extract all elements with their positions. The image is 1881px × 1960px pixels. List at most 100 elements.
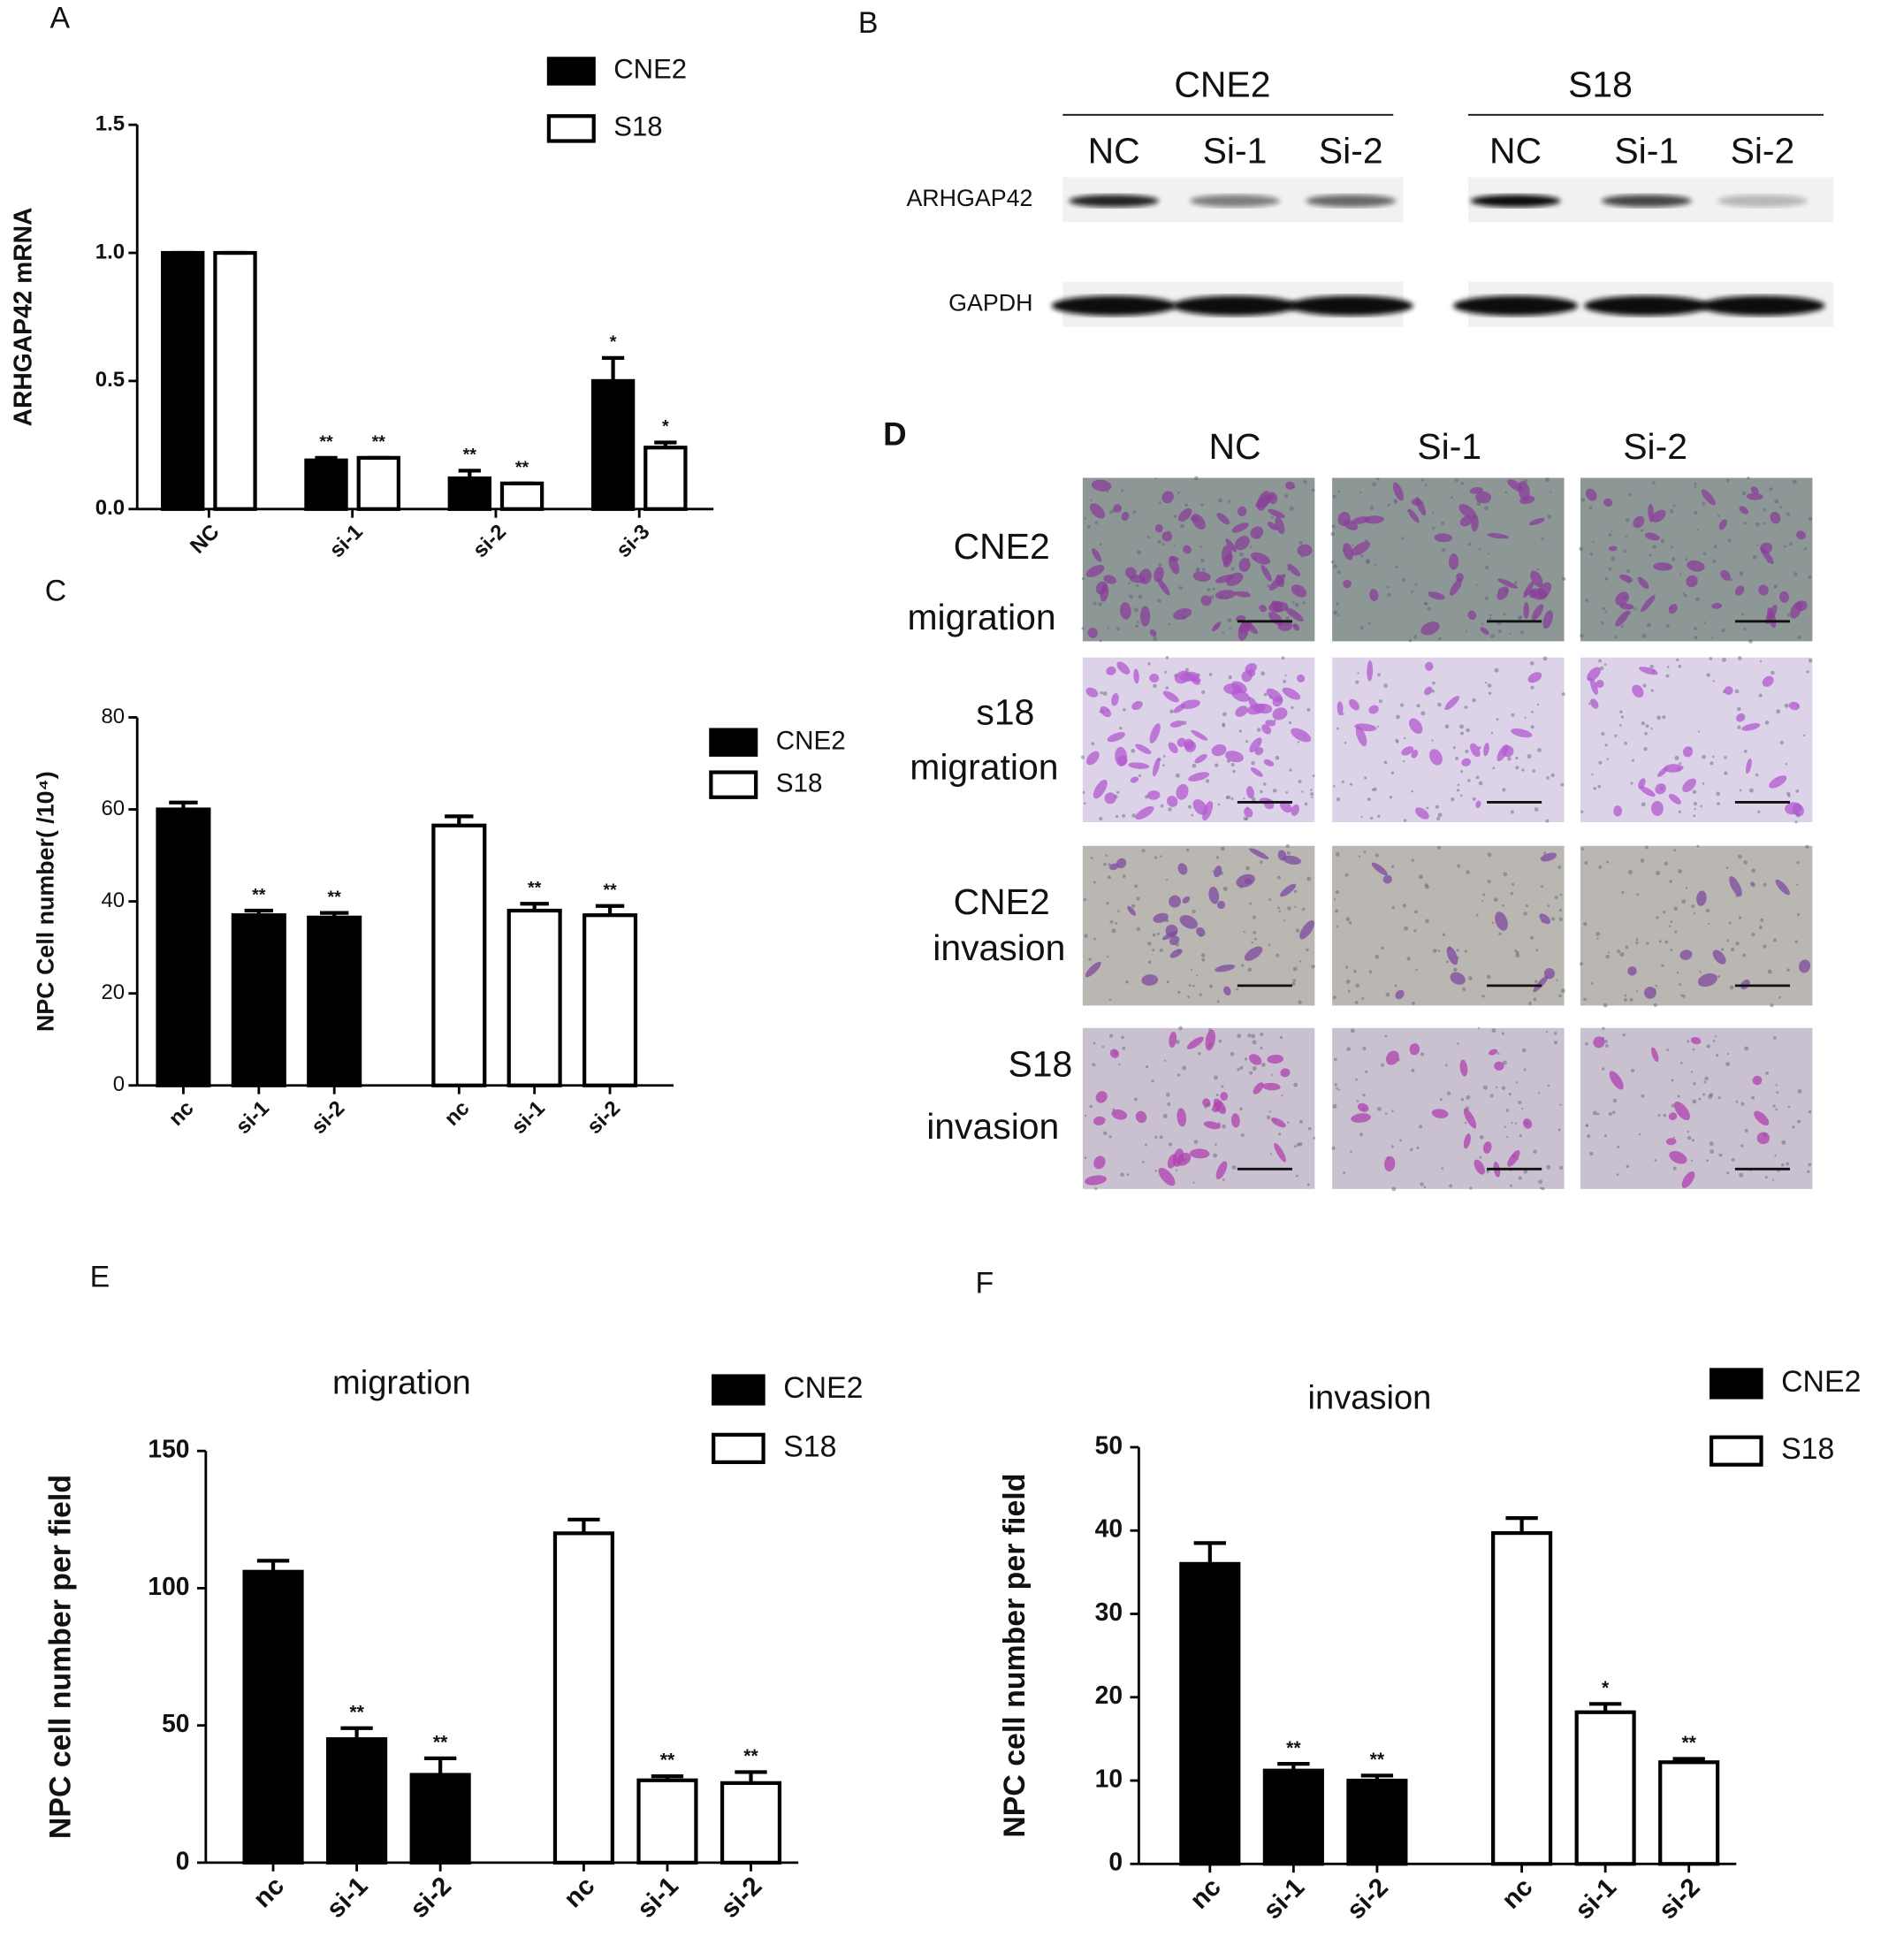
pore-dot (1368, 970, 1373, 974)
pore-dot (1787, 1105, 1791, 1109)
cell (1785, 802, 1802, 815)
pore-dot (1080, 755, 1085, 759)
cell (1653, 562, 1673, 571)
pore-dot (1755, 544, 1759, 546)
y-tick-label: 150 (148, 1435, 189, 1463)
pore-dot (1771, 1178, 1775, 1181)
pore-dot (1085, 1114, 1087, 1117)
pore-dot (1260, 1033, 1264, 1037)
blot-band (1584, 295, 1710, 316)
pore-dot (1560, 988, 1565, 994)
pore-dot (1187, 805, 1192, 809)
cell (1244, 807, 1253, 818)
pore-dot (1099, 817, 1103, 821)
cell (1444, 696, 1459, 711)
pore-dot (1710, 1149, 1715, 1154)
pore-dot (1509, 632, 1512, 636)
pore-dot (1538, 1179, 1543, 1185)
pore-dot (1579, 546, 1584, 552)
pore-dot (1676, 658, 1679, 662)
cell (1336, 701, 1344, 716)
pore-dot (1331, 524, 1336, 529)
pore-dot (1537, 748, 1542, 752)
pore-dot (1364, 776, 1367, 780)
pore-dot (1192, 763, 1197, 768)
pore-dot (1794, 820, 1798, 824)
cell (1527, 672, 1542, 683)
pore-dot (1630, 1068, 1635, 1073)
pore-dot (1523, 1068, 1527, 1072)
pore-dot (1481, 622, 1484, 626)
cell (1246, 703, 1266, 715)
pore-dot (1131, 813, 1137, 818)
pore-dot (1511, 713, 1515, 717)
cell (1215, 590, 1237, 600)
pore-dot (1093, 881, 1096, 884)
pore-dot (1278, 910, 1281, 913)
pore-dot (1134, 1097, 1138, 1102)
pore-dot (1281, 656, 1285, 660)
pore-dot (1295, 603, 1299, 607)
cell (1669, 1150, 1687, 1164)
pore-dot (1611, 556, 1616, 561)
cell (1157, 577, 1170, 596)
pore-dot (1118, 1064, 1121, 1066)
cell (1540, 852, 1557, 862)
cell (1214, 866, 1222, 878)
pore-dot (1273, 719, 1276, 722)
pore-dot (1541, 538, 1544, 541)
pore-dot (1751, 868, 1756, 873)
pore-dot (1752, 554, 1757, 560)
cell (1608, 545, 1618, 552)
pore-dot (1680, 994, 1683, 996)
pore-dot (1385, 992, 1390, 997)
pore-dot (1536, 568, 1539, 571)
pore-dot (1169, 709, 1174, 713)
pore-dot (1244, 1057, 1248, 1061)
pore-dot (1774, 1155, 1777, 1157)
pore-dot (1519, 615, 1523, 619)
lane-label: Si-2 (1319, 130, 1383, 171)
pore-dot (1510, 1184, 1513, 1187)
cell (1183, 738, 1194, 751)
pore-dot (1226, 795, 1231, 800)
cell (1795, 530, 1806, 540)
pore-dot (1491, 921, 1495, 925)
cell (1650, 1047, 1659, 1063)
significance-mark: ** (327, 888, 341, 907)
x-tick-label: si-1 (321, 1872, 373, 1924)
significance-mark: ** (1370, 1750, 1385, 1770)
blot-band (1288, 295, 1413, 316)
blot-band (1452, 295, 1579, 316)
column-label: NC (1208, 426, 1260, 467)
lane-label: Si-1 (1614, 130, 1679, 171)
pore-dot (1748, 788, 1754, 793)
cell (1765, 605, 1778, 624)
pore-dot (1147, 960, 1152, 965)
pore-dot (1303, 479, 1307, 484)
pore-dot (1694, 510, 1698, 515)
blot-band (1051, 295, 1177, 316)
cell (1183, 545, 1192, 554)
significance-mark: ** (528, 878, 542, 897)
pore-dot (1460, 770, 1464, 774)
pore-dot (1424, 601, 1428, 606)
pore-dot (1708, 922, 1710, 926)
pore-dot (1413, 635, 1418, 639)
panel-letter: C (45, 574, 66, 607)
cell (1428, 591, 1445, 600)
pore-dot (1739, 1172, 1744, 1178)
pore-dot (1541, 1186, 1545, 1191)
pore-dot (1376, 1107, 1382, 1111)
pore-dot (1779, 740, 1784, 745)
pore-dot (1271, 1073, 1274, 1076)
x-tick-label: nc (1184, 1872, 1227, 1915)
cell (1113, 504, 1122, 513)
pore-dot (1714, 1035, 1717, 1038)
pore-dot (1606, 860, 1610, 864)
cell (1273, 600, 1283, 612)
lane-label: NC (1088, 130, 1140, 171)
pore-dot (1404, 926, 1409, 931)
pore-dot (1278, 1133, 1282, 1136)
